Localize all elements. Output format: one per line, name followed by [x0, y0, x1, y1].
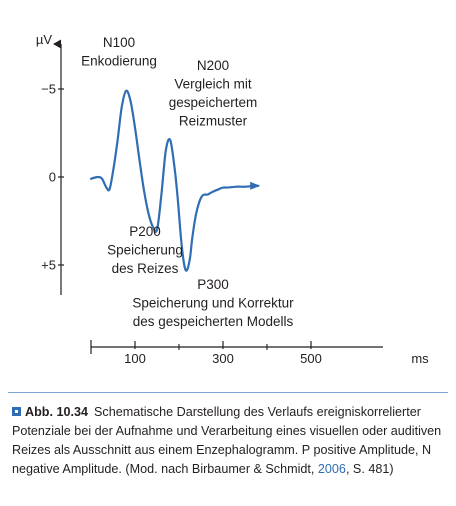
x-axis-label: ms: [411, 351, 429, 366]
erp-chart: µV −5 0 +5 100 300 500 ms N100 Enkodierung N200 Ve…: [36, 32, 429, 366]
annotation-p300: P300 Speicherung und Korrektur des gespeic…: [132, 277, 294, 329]
annotation-n100-line-1: Enkodierung: [81, 54, 157, 69]
y-tick-label-0: −5: [41, 82, 56, 97]
annotation-p200-line-0: P200: [129, 224, 161, 239]
annotation-p300-line-1: Speicherung und Korrektur: [132, 296, 294, 311]
annotation-n200: N200 Vergleich mit gespeichertem Reizmuster: [169, 58, 258, 129]
x-tick-label-0: 100: [124, 351, 146, 366]
annotation-p300-line-2: des gespeicherten Modells: [133, 314, 294, 329]
annotation-p200-line-2: des Reizes: [112, 261, 179, 276]
annotation-n100-line-0: N100: [103, 35, 135, 50]
annotation-n200-line-2: gespeichertem: [169, 95, 258, 110]
x-tick-label-2: 500: [300, 351, 322, 366]
caption-divider: [8, 392, 448, 393]
caption-text: Schematische Darstellung des Verlaufs er…: [12, 405, 442, 476]
y-axis-label: µV: [36, 32, 52, 47]
erp-waveform-line: [89, 89, 261, 272]
caption-number: Abb. 10.34: [25, 405, 88, 419]
y-tick-label-2: +5: [41, 258, 56, 273]
annotation-n200-line-3: Reizmuster: [179, 114, 248, 129]
annotation-p200: P200 Speicherung des Reizes: [107, 224, 183, 276]
annotation-p200-line-1: Speicherung: [107, 243, 183, 258]
annotation-n100: N100 Enkodierung: [81, 35, 157, 69]
erp-chart-svg: µV −5 0 +5 100 300 500 ms N100 Enkodierung N200 Ve…: [36, 32, 429, 366]
caption-citation-link[interactable]: 2006: [317, 462, 346, 476]
caption-text-end: , S. 481): [345, 462, 394, 476]
caption-marker-icon: [12, 407, 21, 416]
annotation-n200-line-0: N200: [197, 58, 229, 73]
annotation-p300-line-0: P300: [197, 277, 229, 292]
y-tick-label-1: 0: [49, 170, 56, 185]
annotation-n200-line-1: Vergleich mit: [174, 77, 252, 92]
figure-caption: Abb. 10.34 Schematische Darstellung des V…: [12, 403, 444, 479]
x-tick-label-1: 300: [212, 351, 234, 366]
